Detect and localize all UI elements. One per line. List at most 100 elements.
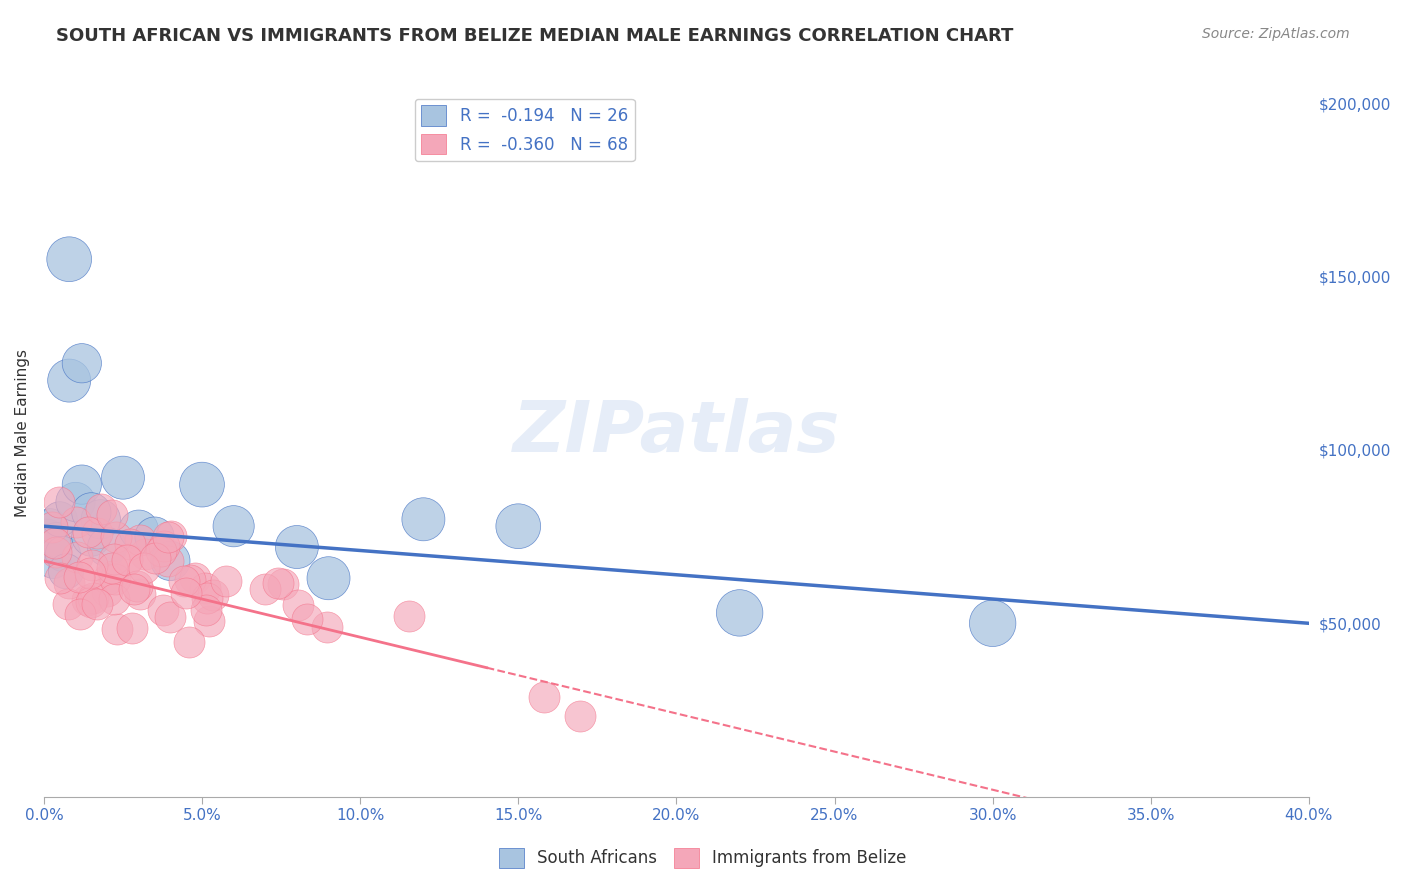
Point: [65, 495, 87, 509]
Point: [35, 530, 58, 544]
Point: [65, 515, 87, 529]
Legend: R =  -0.194   N = 26, R =  -0.360   N = 68: R = -0.194 N = 26, R = -0.360 N = 68: [415, 99, 634, 161]
Point: [58, 597, 80, 611]
Point: [86, 526, 108, 541]
Point: [143, 530, 166, 544]
Point: [316, 619, 339, 633]
Point: [160, 529, 183, 543]
Point: [41, 520, 63, 534]
Point: [44, 535, 66, 549]
Point: [66, 549, 89, 564]
Point: [80, 505, 103, 519]
Point: [195, 603, 218, 617]
Point: [128, 523, 150, 537]
Point: [101, 508, 124, 522]
Point: [132, 561, 155, 575]
Point: [568, 709, 591, 723]
Point: [134, 547, 156, 561]
Point: [318, 571, 340, 585]
Point: [533, 690, 555, 704]
Point: [195, 591, 218, 606]
Point: [118, 537, 141, 551]
Point: [77, 524, 100, 539]
Point: [79, 566, 101, 581]
Point: [149, 544, 172, 558]
Point: [254, 582, 277, 596]
Point: [82, 591, 104, 606]
Text: SOUTH AFRICAN VS IMMIGRANTS FROM BELIZE MEDIAN MALE EARNINGS CORRELATION CHART: SOUTH AFRICAN VS IMMIGRANTS FROM BELIZE …: [56, 27, 1014, 45]
Point: [55, 564, 77, 578]
Point: [183, 571, 205, 585]
Point: [508, 519, 530, 533]
Point: [52, 547, 75, 561]
Point: [194, 581, 217, 595]
Point: [128, 533, 150, 548]
Point: [159, 609, 181, 624]
Point: [69, 607, 91, 621]
Point: [273, 577, 295, 591]
Point: [215, 574, 238, 588]
Point: [202, 588, 225, 602]
Point: [111, 471, 134, 485]
Point: [48, 495, 70, 509]
Point: [156, 529, 179, 543]
Point: [103, 552, 125, 566]
Point: [179, 574, 201, 588]
Text: Source: ZipAtlas.com: Source: ZipAtlas.com: [1202, 27, 1350, 41]
Point: [297, 612, 319, 626]
Point: [97, 572, 120, 586]
Point: [76, 593, 98, 607]
Point: [49, 571, 72, 585]
Point: [48, 512, 70, 526]
Point: [86, 597, 108, 611]
Point: [96, 583, 118, 598]
Point: [398, 609, 420, 624]
Point: [104, 572, 127, 586]
Point: [159, 554, 181, 568]
Point: [80, 530, 103, 544]
Point: [266, 575, 288, 590]
Point: [45, 533, 67, 547]
Point: [90, 512, 112, 526]
Point: [198, 614, 221, 628]
Point: [173, 574, 195, 589]
Point: [103, 592, 125, 607]
Point: [115, 552, 138, 566]
Point: [42, 554, 65, 568]
Point: [145, 550, 167, 565]
Point: [70, 356, 93, 370]
Point: [45, 544, 67, 558]
Point: [191, 477, 214, 491]
Point: [103, 568, 125, 582]
Point: [285, 540, 308, 554]
Point: [153, 539, 176, 553]
Point: [100, 561, 122, 575]
Point: [105, 622, 128, 636]
Point: [128, 587, 150, 601]
Legend: South Africans, Immigrants from Belize: South Africans, Immigrants from Belize: [492, 841, 914, 875]
Point: [412, 512, 434, 526]
Point: [122, 582, 145, 596]
Point: [90, 501, 112, 516]
Point: [80, 595, 103, 609]
Text: ZIPatlas: ZIPatlas: [513, 398, 839, 467]
Point: [104, 530, 127, 544]
Point: [125, 579, 148, 593]
Point: [70, 477, 93, 491]
Point: [117, 553, 139, 567]
Point: [152, 603, 174, 617]
Point: [39, 519, 62, 533]
Point: [42, 540, 65, 554]
Point: [177, 635, 200, 649]
Point: [82, 558, 104, 573]
Point: [174, 585, 197, 599]
Point: [222, 519, 245, 533]
Y-axis label: Median Male Earnings: Median Male Earnings: [15, 349, 30, 516]
Point: [58, 252, 80, 267]
Point: [121, 621, 143, 635]
Point: [728, 606, 751, 620]
Point: [67, 570, 90, 584]
Point: [58, 374, 80, 388]
Point: [58, 575, 80, 590]
Point: [981, 616, 1004, 631]
